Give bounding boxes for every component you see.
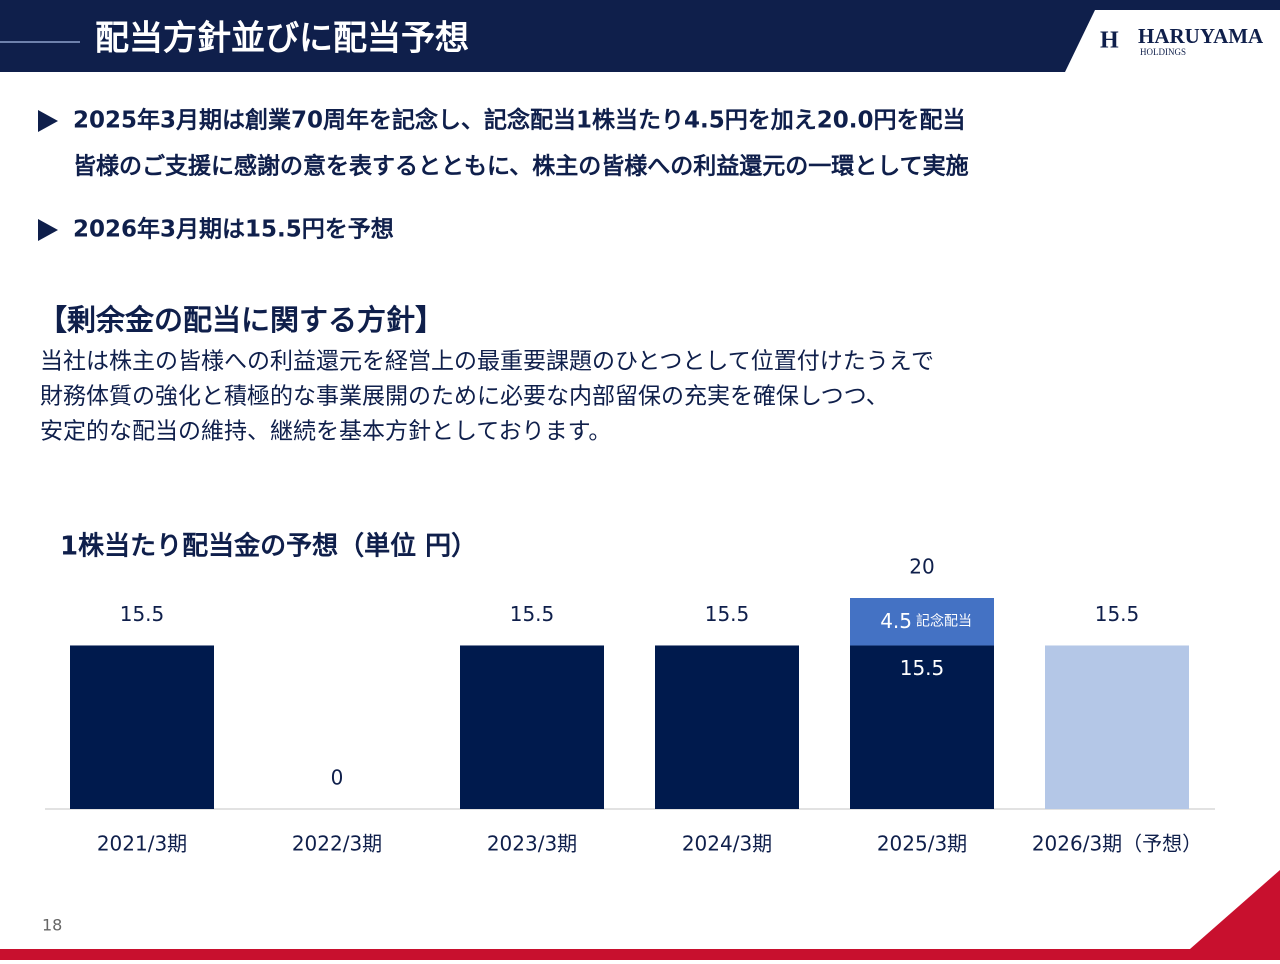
x-tick-label: 2022/3期 xyxy=(292,832,382,856)
logo-mark: H xyxy=(1100,28,1119,54)
bullet-text: 2026年3月期は15.5円を予想 xyxy=(73,216,394,243)
total-label: 0 xyxy=(331,766,344,790)
bullet-text: 2025年3月期は創業70周年を記念し、記念配当1株当たり4.5円を加え20.0… xyxy=(73,107,966,134)
policy-text: 安定的な配当の維持、継続を基本方針としております。 xyxy=(40,419,611,445)
bar xyxy=(460,645,604,809)
title: 配当方針並びに配当予想 xyxy=(95,19,469,59)
x-tick-label: 2025/3期 xyxy=(877,832,967,856)
segment-label: 4.5 xyxy=(880,609,912,633)
policy-heading: 【剰余金の配当に関する方針】 xyxy=(38,303,444,337)
bar xyxy=(850,645,994,809)
bullet-icon xyxy=(38,110,58,132)
footer-corner xyxy=(1190,870,1280,949)
segment-name: 記念配当 xyxy=(916,613,972,630)
policy-text: 財務体質の強化と積極的な事業展開のために必要な内部留保の充実を確保しつつ、 xyxy=(40,384,889,410)
bullet-icon xyxy=(38,219,58,241)
logo-box xyxy=(1065,10,1280,72)
total-label: 15.5 xyxy=(120,602,165,626)
bar xyxy=(655,645,799,809)
total-label: 15.5 xyxy=(510,602,555,626)
total-label: 15.5 xyxy=(1095,602,1140,626)
x-tick-label: 2026/3期（予想） xyxy=(1032,832,1202,856)
x-tick-label: 2021/3期 xyxy=(97,832,187,856)
page-number: 18 xyxy=(42,916,62,935)
header-band xyxy=(0,0,1280,72)
logo-sub: HOLDINGS xyxy=(1140,47,1186,57)
policy-text: 当社は株主の皆様への利益還元を経営上の最重要課題のひとつとして位置付けたうえで xyxy=(40,349,934,375)
bar xyxy=(1045,645,1189,809)
footer-stripe xyxy=(0,949,1280,960)
chart-title: 1株当たり配当金の予想（単位 円） xyxy=(60,531,477,562)
bullet-text: 皆様のご支援に感謝の意を表するとともに、株主の皆様への利益還元の一環として実施 xyxy=(73,153,969,180)
bar xyxy=(850,598,994,646)
segment-label: 15.5 xyxy=(900,656,945,680)
x-tick-label: 2023/3期 xyxy=(487,832,577,856)
total-label: 20 xyxy=(909,555,934,579)
bar xyxy=(70,645,214,809)
x-tick-label: 2024/3期 xyxy=(682,832,772,856)
logo: HARUYAMA xyxy=(1138,24,1264,48)
total-label: 15.5 xyxy=(705,602,750,626)
